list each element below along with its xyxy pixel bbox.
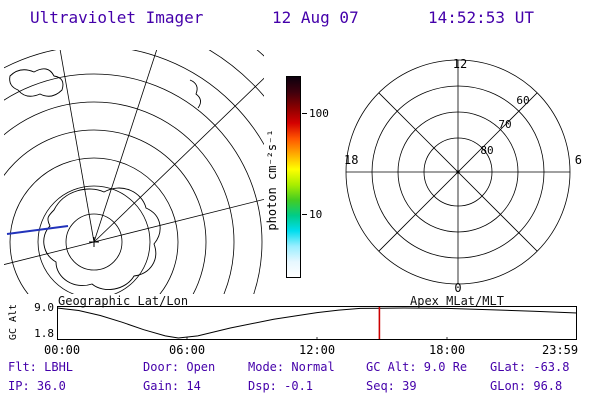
date-label: 12 Aug 07	[272, 8, 359, 27]
geographic-map	[4, 50, 264, 294]
strip-xtick-1800: 18:00	[429, 343, 466, 357]
strip-xtick-0000: 00:00	[44, 343, 81, 357]
mlat-label-80: 80	[480, 144, 493, 157]
pole-marker	[89, 237, 99, 247]
strip-xtick-2359: 23:59	[542, 343, 579, 357]
coastlines	[9, 68, 201, 291]
polar-caption: Apex MLat/MLT	[410, 294, 504, 308]
strip-ylabel: GC Alt	[8, 303, 19, 341]
map-caption: Geographic Lat/Lon	[58, 294, 189, 308]
status-ip: IP: 36.0	[8, 379, 66, 393]
colorbar-tick-10	[302, 214, 307, 215]
strip-ymin-label: 1.8	[34, 327, 54, 340]
altitude-strip-chart	[57, 306, 577, 340]
mlat-label-70: 70	[498, 118, 511, 131]
app-title: Ultraviolet Imager	[30, 8, 204, 27]
colorbar-tick-label-100: 100	[309, 107, 329, 120]
status-gain: Gain: 14	[143, 379, 201, 393]
status-door: Door: Open	[143, 360, 216, 374]
apex-polar-grid: 12 18 6 0 60 70 80	[344, 57, 582, 295]
status-dsp: Dsp: -0.1	[248, 379, 314, 393]
orbit-altitude-curve	[57, 307, 577, 339]
strip-frame	[57, 306, 577, 340]
longitude-meridians	[4, 50, 264, 265]
mlt-label-6: 6	[575, 153, 582, 167]
mlt-label-0: 0	[454, 281, 461, 295]
status-seq: Seq: 39	[366, 379, 417, 393]
status-flt: Flt: LBHL	[8, 360, 74, 374]
colorbar-unit-label: photon cm⁻²s⁻¹	[265, 129, 279, 231]
colorbar	[286, 76, 301, 278]
mlat-label-60: 60	[516, 94, 529, 107]
polar-center-dot	[456, 170, 460, 174]
strip-ymax-label: 9.0	[34, 301, 54, 314]
mlt-label-18: 18	[344, 153, 358, 167]
status-mode: Mode: Normal	[248, 360, 335, 374]
status-gc-alt: GC Alt: 9.0 Re	[366, 360, 468, 374]
strip-xtick-0600: 06:00	[169, 343, 206, 357]
terminator-segment	[6, 225, 69, 235]
time-label: 14:52:53 UT	[428, 8, 534, 27]
colorbar-tick-100	[302, 113, 307, 114]
status-glon: GLon: 96.8	[490, 379, 563, 393]
status-glat: GLat: -63.8	[490, 360, 570, 374]
latitude-circles	[4, 50, 264, 294]
mlt-label-12: 12	[453, 57, 467, 71]
colorbar-tick-label-10: 10	[309, 208, 323, 221]
strip-xtick-1200: 12:00	[299, 343, 336, 357]
